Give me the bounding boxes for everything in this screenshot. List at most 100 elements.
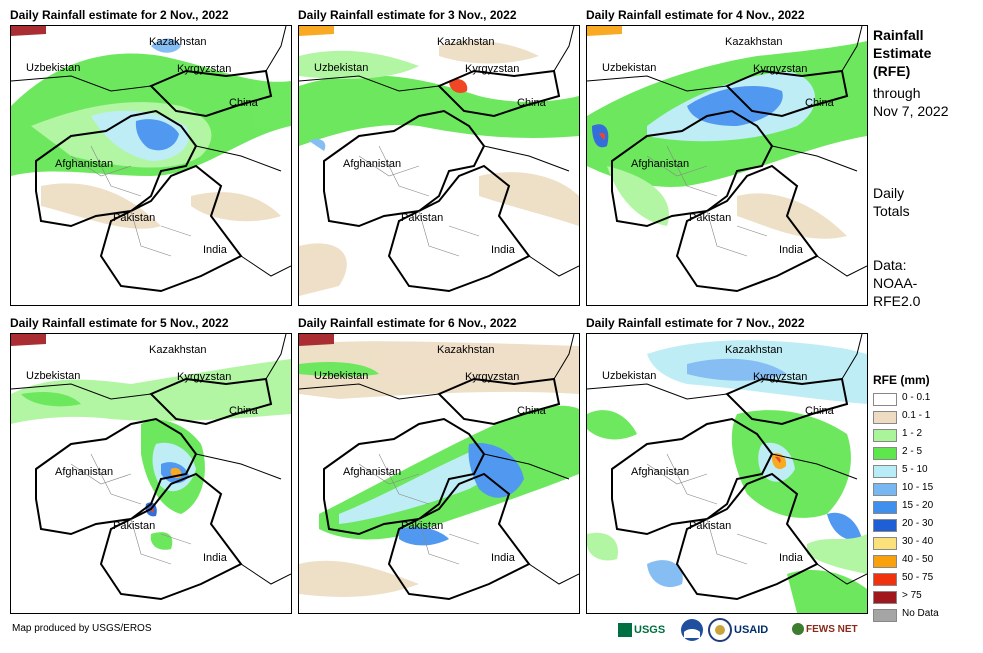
panel-title: Daily Rainfall estimate for 7 Nov., 2022 (586, 316, 805, 330)
label-pakistan: Pakistan (689, 212, 732, 224)
label-india: India (779, 552, 803, 564)
rainfall-map: Kazakhstan Uzbekistan Kyrgyzstan China A… (298, 333, 580, 614)
label-afghanistan: Afghanistan (343, 466, 402, 478)
legend-item: 1 - 2 (873, 427, 978, 445)
usgs-logo: USGS (618, 616, 680, 644)
rainfall-map: Kazakhstan Uzbekistan Kyrgyzstan China A… (10, 333, 292, 614)
label-afghanistan: Afghanistan (343, 158, 402, 170)
rainfall-overlay (11, 334, 291, 550)
legend-item: 5 - 10 (873, 463, 978, 481)
legend-swatch (873, 591, 897, 604)
panel-title: Daily Rainfall estimate for 4 Nov., 2022 (586, 8, 805, 22)
label-kyrgyzstan: Kyrgyzstan (177, 371, 232, 383)
rainfall-overlay (299, 334, 579, 597)
panel-title: Daily Rainfall estimate for 2 Nov., 2022 (10, 8, 229, 22)
legend-item: 0 - 0.1 (873, 391, 978, 409)
map-credit: Map produced by USGS/EROS (12, 623, 152, 634)
label-pakistan: Pakistan (113, 520, 156, 532)
country-boundaries (299, 334, 579, 601)
label-china: China (805, 97, 834, 109)
legend-label: 15 - 20 (902, 500, 934, 511)
province-lines (70, 145, 192, 257)
noaa-logo (680, 616, 708, 644)
label-india: India (203, 552, 227, 564)
label-kyrgyzstan: Kyrgyzstan (177, 63, 232, 75)
label-uzbekistan: Uzbekistan (26, 370, 81, 382)
province-lines (70, 453, 192, 565)
rainfall-overlay (11, 26, 291, 229)
label-china: China (517, 405, 546, 417)
label-kazakhstan: Kazakhstan (725, 344, 783, 356)
legend-label: 2 - 5 (902, 446, 923, 457)
partner-logos: USGS USAID FEWS NET (618, 616, 863, 644)
legend-label: 0.1 - 1 (902, 410, 931, 421)
label-afghanistan: Afghanistan (631, 158, 690, 170)
legend-swatch (873, 501, 897, 514)
label-uzbekistan: Uzbekistan (314, 62, 369, 74)
rainfall-map: Kazakhstan Uzbekistan Kyrgyzstan China A… (586, 25, 868, 306)
panel-title: Daily Rainfall estimate for 5 Nov., 2022 (10, 316, 229, 330)
dos-seal-logo (708, 616, 734, 644)
legend-item: 10 - 15 (873, 481, 978, 499)
legend-label: No Data (902, 608, 939, 619)
label-pakistan: Pakistan (689, 520, 732, 532)
legend-title: RFE (mm) (873, 373, 930, 387)
label-kyrgyzstan: Kyrgyzstan (753, 371, 808, 383)
legend-label: 5 - 10 (902, 464, 928, 475)
label-india: India (203, 244, 227, 256)
country-boundaries (11, 26, 291, 293)
legend-label: 1 - 2 (902, 428, 923, 439)
panel-title: Daily Rainfall estimate for 6 Nov., 2022 (298, 316, 517, 330)
rainfall-overlay (299, 26, 579, 296)
side-data-source2: RFE2.0 (873, 293, 921, 309)
legend-item: 50 - 75 (873, 571, 978, 589)
rainfall-map: Kazakhstan Uzbekistan Kyrgyzstan China A… (10, 25, 292, 306)
legend-item: 20 - 30 (873, 517, 978, 535)
legend-swatch (873, 393, 897, 406)
province-lines (646, 453, 768, 565)
country-boundaries (11, 334, 291, 601)
country-boundaries (587, 26, 867, 293)
legend-item: > 75 (873, 589, 978, 607)
legend-items: 0 - 0.1 0.1 - 1 1 - 2 2 - 5 5 - 10 10 - 15 15 … (873, 391, 978, 625)
legend-item: 2 - 5 (873, 445, 978, 463)
label-kazakhstan: Kazakhstan (725, 36, 783, 48)
legend-label: 30 - 40 (902, 536, 934, 547)
side-title-line1: Rainfall (873, 27, 924, 43)
side-data-source1: NOAA- (873, 275, 918, 291)
legend-swatch (873, 573, 897, 586)
legend-swatch (873, 555, 897, 568)
legend-item: 15 - 20 (873, 499, 978, 517)
side-date: Nov 7, 2022 (873, 103, 949, 119)
label-afghanistan: Afghanistan (55, 158, 114, 170)
label-uzbekistan: Uzbekistan (26, 62, 81, 74)
legend-label: 20 - 30 (902, 518, 934, 529)
legend-swatch (873, 519, 897, 532)
legend-item: 0.1 - 1 (873, 409, 978, 427)
side-title-line2: Estimate (873, 45, 932, 61)
label-china: China (229, 405, 258, 417)
label-uzbekistan: Uzbekistan (314, 370, 369, 382)
province-lines (646, 145, 768, 257)
legend-swatch (873, 609, 897, 622)
label-india: India (779, 244, 803, 256)
side-daily: Daily (873, 185, 905, 201)
label-afghanistan: Afghanistan (55, 466, 114, 478)
country-boundaries (299, 26, 579, 293)
label-kazakhstan: Kazakhstan (437, 36, 495, 48)
side-data-label: Data: (873, 257, 907, 273)
label-pakistan: Pakistan (113, 212, 156, 224)
legend-item: No Data (873, 607, 978, 625)
legend-swatch (873, 429, 897, 442)
legend-swatch (873, 483, 897, 496)
legend-swatch (873, 465, 897, 478)
rfe-legend: RFE (mm) 0 - 0.1 0.1 - 1 1 - 2 2 - 5 5 - 10 1… (873, 373, 978, 625)
label-uzbekistan: Uzbekistan (602, 370, 657, 382)
label-kazakhstan: Kazakhstan (149, 36, 207, 48)
legend-swatch (873, 537, 897, 550)
legend-label: 50 - 75 (902, 572, 934, 583)
legend-swatch (873, 447, 897, 460)
legend-label: 0 - 0.1 (902, 392, 931, 403)
label-kyrgyzstan: Kyrgyzstan (465, 371, 520, 383)
label-afghanistan: Afghanistan (631, 466, 690, 478)
